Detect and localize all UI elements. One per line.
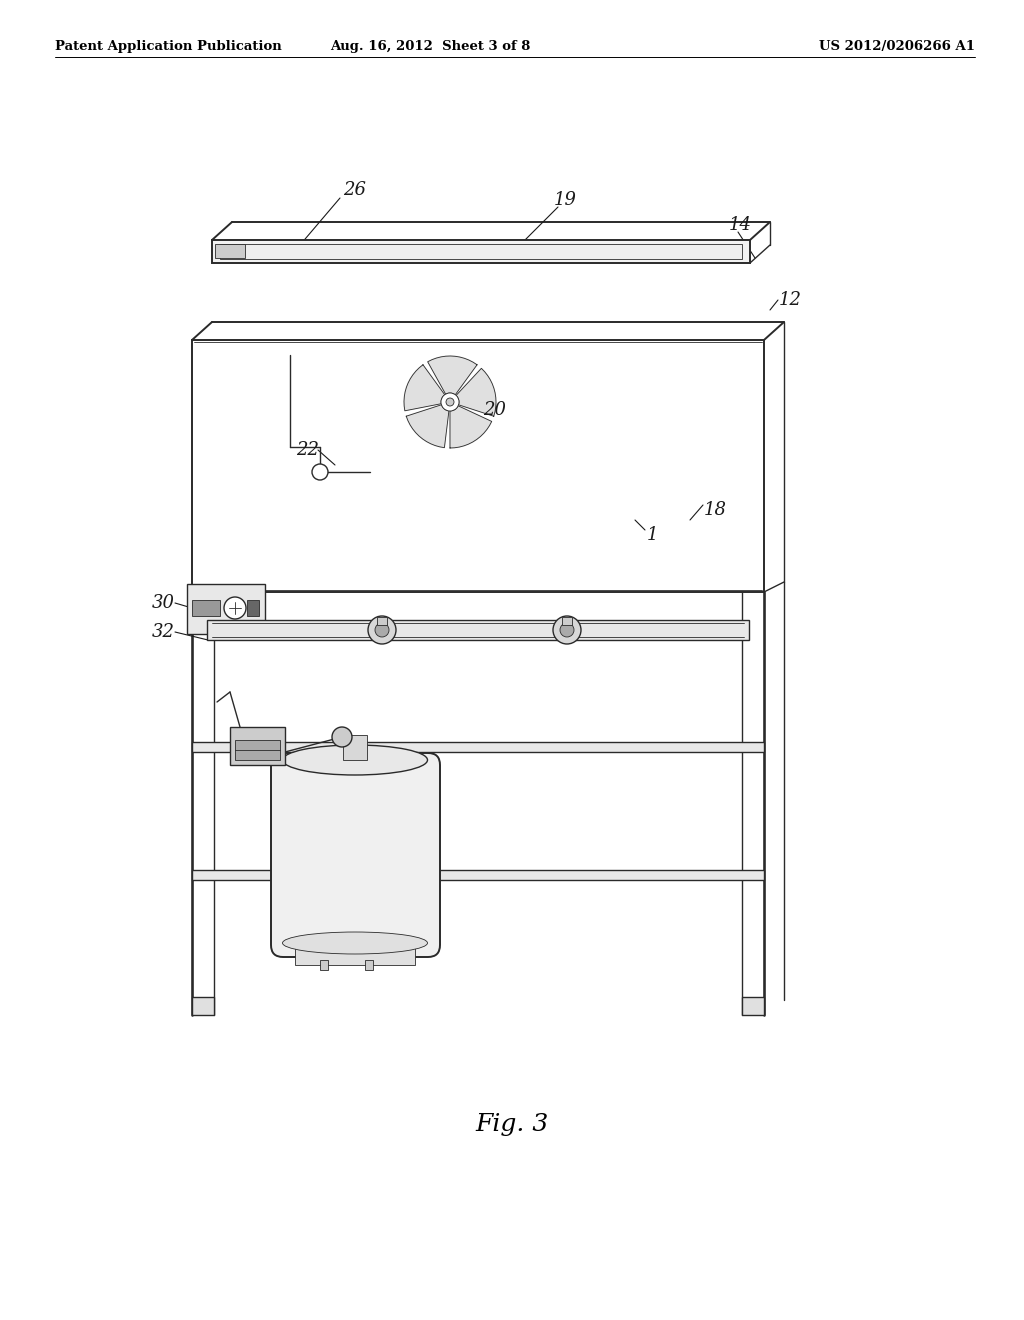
Text: Aug. 16, 2012  Sheet 3 of 8: Aug. 16, 2012 Sheet 3 of 8 bbox=[330, 40, 530, 53]
Text: 32: 32 bbox=[152, 623, 174, 642]
Bar bbox=[343, 735, 367, 760]
Circle shape bbox=[332, 727, 352, 747]
Bar bbox=[193, 341, 764, 591]
Polygon shape bbox=[407, 405, 449, 447]
Text: 26: 26 bbox=[343, 181, 367, 199]
Bar bbox=[234, 741, 280, 760]
Bar bbox=[247, 601, 259, 616]
Bar bbox=[319, 960, 328, 970]
Circle shape bbox=[446, 399, 454, 407]
FancyBboxPatch shape bbox=[271, 752, 440, 957]
Bar bbox=[377, 616, 387, 624]
Circle shape bbox=[312, 465, 328, 480]
Circle shape bbox=[375, 623, 389, 638]
Bar bbox=[215, 244, 245, 257]
Text: 20: 20 bbox=[483, 401, 507, 418]
Bar bbox=[212, 240, 750, 263]
Circle shape bbox=[224, 597, 246, 619]
Circle shape bbox=[553, 616, 581, 644]
Circle shape bbox=[441, 393, 459, 411]
Bar bbox=[295, 942, 415, 965]
Polygon shape bbox=[450, 405, 492, 447]
Circle shape bbox=[368, 616, 396, 644]
Ellipse shape bbox=[283, 744, 427, 775]
Bar bbox=[193, 870, 764, 880]
Text: 19: 19 bbox=[554, 191, 577, 209]
Text: Fig. 3: Fig. 3 bbox=[475, 1114, 549, 1137]
Text: 18: 18 bbox=[703, 502, 726, 519]
Bar bbox=[742, 997, 764, 1015]
Bar bbox=[193, 601, 220, 616]
Text: 22: 22 bbox=[297, 441, 319, 459]
Text: 14: 14 bbox=[728, 216, 752, 234]
Ellipse shape bbox=[283, 932, 427, 954]
Text: 12: 12 bbox=[778, 290, 802, 309]
Text: US 2012/0206266 A1: US 2012/0206266 A1 bbox=[819, 40, 975, 53]
Bar bbox=[365, 960, 373, 970]
Polygon shape bbox=[404, 364, 444, 411]
Polygon shape bbox=[456, 368, 496, 416]
Bar bbox=[562, 616, 572, 624]
Bar bbox=[193, 742, 764, 752]
Circle shape bbox=[560, 623, 574, 638]
Text: 1: 1 bbox=[646, 525, 657, 544]
Bar bbox=[230, 727, 285, 766]
Polygon shape bbox=[428, 356, 477, 395]
Bar bbox=[220, 244, 742, 259]
Bar bbox=[187, 583, 265, 634]
Text: Patent Application Publication: Patent Application Publication bbox=[55, 40, 282, 53]
Text: 30: 30 bbox=[152, 594, 174, 612]
Bar bbox=[207, 620, 749, 640]
Bar bbox=[193, 997, 214, 1015]
